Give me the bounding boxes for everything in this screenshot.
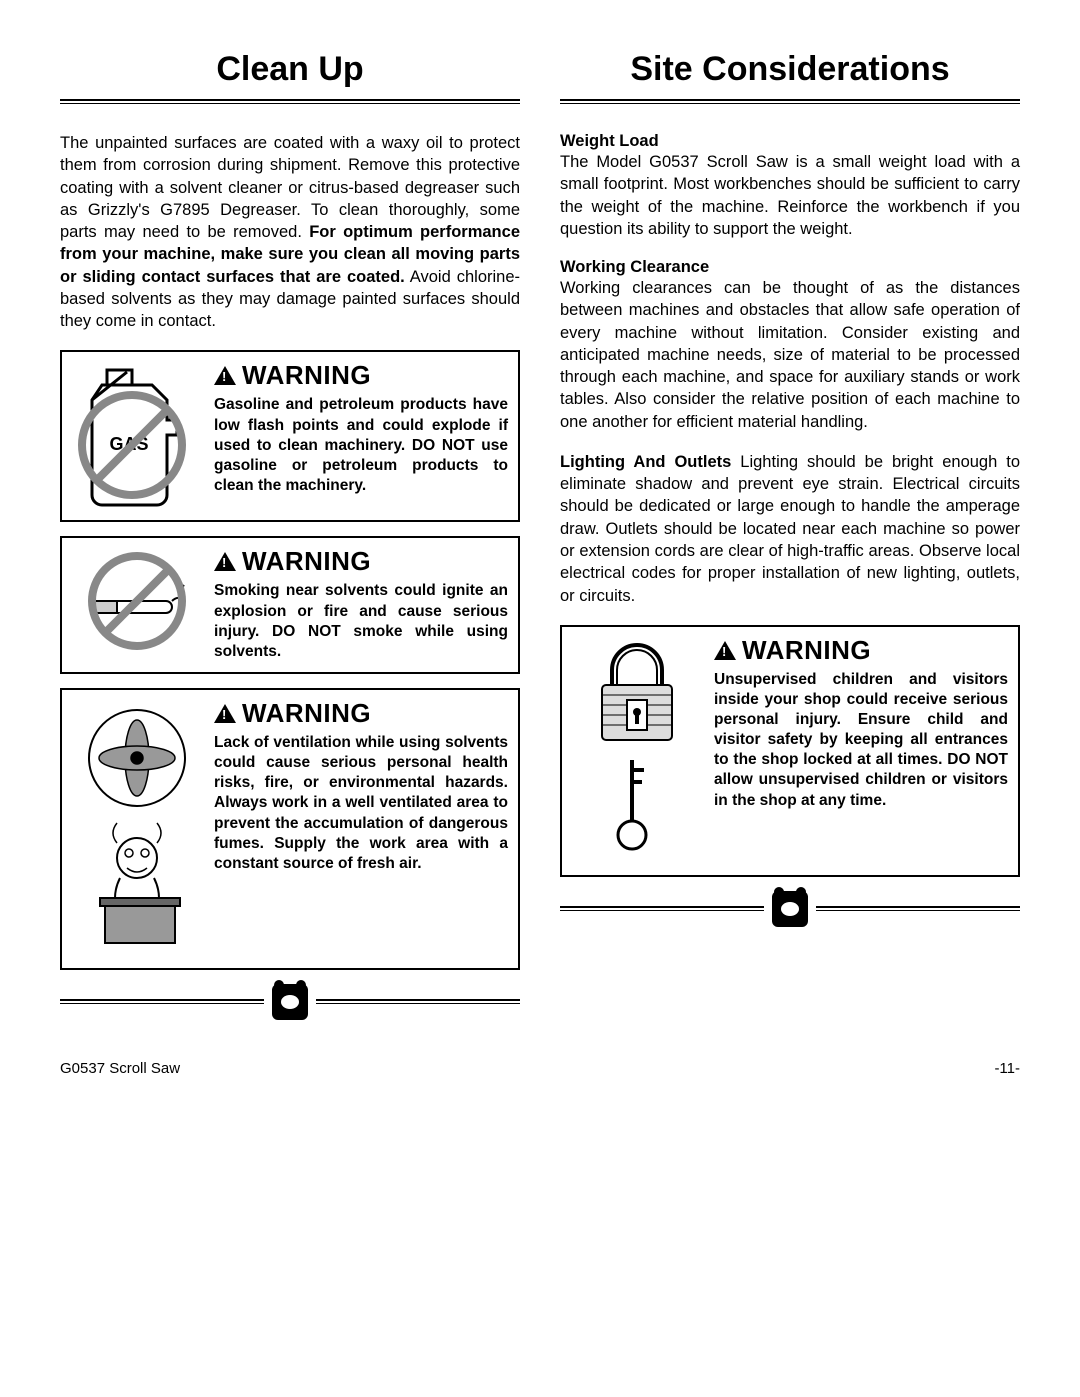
clearance-heading: Working Clearance bbox=[560, 258, 1020, 277]
warning-label: WARNING bbox=[742, 635, 871, 666]
lighting-heading: Lighting And Outlets bbox=[560, 453, 731, 471]
section-end-divider bbox=[60, 984, 520, 1020]
fan-fumes-icon bbox=[72, 698, 202, 958]
warning-triangle-icon bbox=[714, 641, 736, 660]
warning-triangle-icon bbox=[214, 552, 236, 571]
lighting-paragraph: Lighting And Outlets Lighting should be … bbox=[560, 451, 1020, 607]
warning-gasoline: GAS WARNING Gasoline and petroleum produ… bbox=[60, 350, 520, 522]
warning-vent-body: Lack of ventilation while using solvents… bbox=[214, 733, 508, 874]
site-title: Site Considerations bbox=[560, 50, 1020, 89]
gas-can-no-icon: GAS bbox=[72, 360, 202, 510]
warning-label: WARNING bbox=[242, 698, 371, 729]
cleanup-title: Clean Up bbox=[60, 50, 520, 89]
no-smoking-icon bbox=[72, 546, 202, 656]
section-end-divider bbox=[560, 891, 1020, 927]
weight-heading: Weight Load bbox=[560, 132, 1020, 151]
footer-right: -11- bbox=[994, 1060, 1020, 1077]
right-column: Site Considerations Weight Load The Mode… bbox=[560, 50, 1020, 1020]
left-column: Clean Up The unpainted surfaces are coat… bbox=[60, 50, 520, 1020]
title-rule bbox=[60, 99, 520, 104]
lighting-text: Lighting should be bright enough to elim… bbox=[560, 453, 1020, 605]
warning-lock: WARNING Unsupervised children and visito… bbox=[560, 625, 1020, 877]
padlock-key-icon bbox=[572, 635, 702, 865]
bear-logo-icon bbox=[772, 891, 808, 927]
weight-paragraph: The Model G0537 Scroll Saw is a small we… bbox=[560, 151, 1020, 240]
warning-lock-body: Unsupervised children and visitors insid… bbox=[714, 670, 1008, 811]
warning-smoking: WARNING Smoking near solvents could igni… bbox=[60, 536, 520, 674]
cleanup-intro: The unpainted surfaces are coated with a… bbox=[60, 132, 520, 332]
warning-triangle-icon bbox=[214, 704, 236, 723]
clearance-paragraph: Working clearances can be thought of as … bbox=[560, 277, 1020, 433]
warning-label: WARNING bbox=[242, 546, 371, 577]
warning-smoke-body: Smoking near solvents could ignite an ex… bbox=[214, 581, 508, 662]
warning-label: WARNING bbox=[242, 360, 371, 391]
warning-ventilation: WARNING Lack of ventilation while using … bbox=[60, 688, 520, 970]
title-rule bbox=[560, 99, 1020, 104]
warning-triangle-icon bbox=[214, 366, 236, 385]
page-footer: G0537 Scroll Saw -11- bbox=[60, 1060, 1020, 1077]
warning-gas-body: Gasoline and petroleum products have low… bbox=[214, 395, 508, 496]
footer-left: G0537 Scroll Saw bbox=[60, 1060, 180, 1077]
bear-logo-icon bbox=[272, 984, 308, 1020]
